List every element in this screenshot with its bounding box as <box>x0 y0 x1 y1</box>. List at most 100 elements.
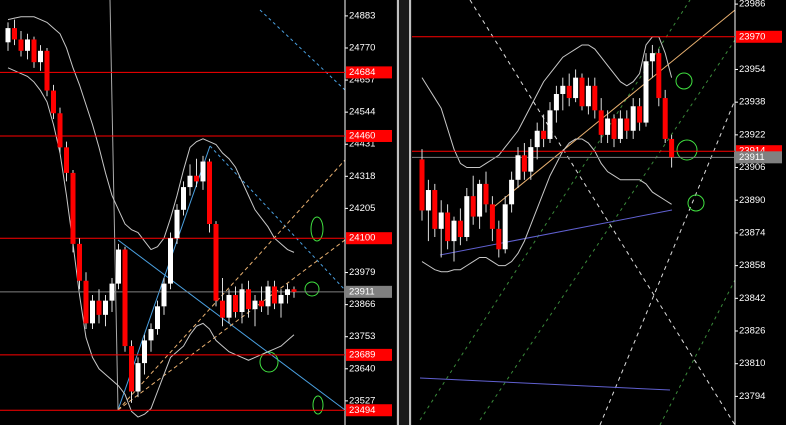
y-tick-label: 23753 <box>349 331 375 342</box>
y-tick-label: 24544 <box>349 107 375 118</box>
candle-body <box>109 283 115 301</box>
candle-body <box>566 85 572 99</box>
marker-circle <box>304 281 320 297</box>
marker-circle <box>687 194 705 212</box>
candle-body <box>116 249 121 284</box>
candle-body <box>598 110 604 135</box>
candle-body <box>252 300 258 310</box>
candle-body <box>464 196 470 238</box>
candle-body <box>432 190 438 229</box>
level-label-bg <box>346 66 392 79</box>
level-label-bg <box>346 404 392 417</box>
candle-body <box>451 220 457 242</box>
candle-body <box>168 238 173 284</box>
candle-body <box>611 118 617 139</box>
y-tick-label: 23874 <box>739 227 765 238</box>
current-price-bg <box>736 151 782 164</box>
candle-body <box>579 77 585 107</box>
y-tick-label: 24770 <box>349 42 375 53</box>
y-tick-label: 24318 <box>349 171 375 182</box>
fan-line <box>469 0 736 425</box>
trend-line <box>259 9 346 91</box>
current-price-label: 23911 <box>739 152 765 163</box>
current-price-label: 23911 <box>349 286 375 297</box>
candle-body <box>496 228 502 250</box>
marker-circle <box>675 72 693 90</box>
marker-circle <box>676 139 698 161</box>
candle-body <box>207 161 212 224</box>
candle-body <box>122 249 128 347</box>
candle-body <box>142 340 147 364</box>
y-tick-label: 23842 <box>739 293 765 304</box>
level-label: 23914 <box>739 146 765 157</box>
band-line <box>421 138 672 273</box>
candle-body <box>425 190 431 211</box>
candle-body <box>573 77 579 99</box>
y-tick-label: 23954 <box>739 64 765 75</box>
trend-line <box>209 145 346 291</box>
candle-body <box>12 28 17 40</box>
candle-body <box>662 98 668 139</box>
y-tick-label: 24883 <box>349 10 375 21</box>
y-tick-label: 23866 <box>349 299 375 310</box>
y-tick-label: 23890 <box>739 195 765 206</box>
candle-body <box>161 283 167 307</box>
level-label: 24460 <box>349 131 375 142</box>
candle-body <box>637 106 643 123</box>
candle-body <box>585 85 591 107</box>
band-line <box>421 36 673 169</box>
candle-body <box>656 53 662 99</box>
candle-body <box>90 300 95 324</box>
candle-body <box>605 118 611 135</box>
candle-body <box>534 130 540 148</box>
candle-body <box>51 90 56 114</box>
y-tick-label: 24205 <box>349 203 375 214</box>
y-tick-label: 23922 <box>739 129 765 140</box>
candle-body <box>135 363 141 392</box>
candle-body <box>226 294 232 318</box>
y-tick-label: 23858 <box>739 260 765 271</box>
candle-body <box>457 220 463 238</box>
candle-body <box>31 39 37 63</box>
level-label-bg <box>346 348 392 361</box>
candle-body <box>239 289 245 313</box>
candle-body <box>57 113 63 148</box>
candle-body <box>617 118 623 139</box>
y-tick-label: 24431 <box>349 139 375 150</box>
candle-body <box>630 106 636 131</box>
indicator-line <box>439 209 673 256</box>
candle-body <box>38 50 43 63</box>
level-label: 24684 <box>349 67 375 78</box>
candle-body <box>96 300 102 315</box>
candle-body <box>44 50 50 91</box>
y-tick-label: 23979 <box>349 267 375 278</box>
candle-body <box>148 329 154 341</box>
candle-body <box>246 289 251 310</box>
level-label: 23970 <box>739 31 765 42</box>
indicator-line <box>419 377 671 391</box>
candle-body <box>515 155 521 180</box>
band-line <box>7 67 295 418</box>
candle-body <box>553 93 559 111</box>
band-line <box>7 16 295 253</box>
fan-line <box>117 239 346 411</box>
y-tick-label: 23938 <box>739 97 765 108</box>
candle-body <box>489 204 495 229</box>
panel-divider <box>396 0 412 425</box>
marker-circle <box>259 351 279 373</box>
candle-body <box>509 179 515 205</box>
candle-body <box>220 300 225 318</box>
candle-body <box>5 28 11 43</box>
y-tick-label: 24657 <box>349 75 375 86</box>
candle-body <box>187 175 193 188</box>
y-tick-label: 23794 <box>739 391 765 402</box>
candle-body <box>265 286 271 307</box>
candle-body <box>438 212 444 229</box>
candle-body <box>477 183 483 217</box>
candle-body <box>70 172 76 244</box>
candle-body <box>155 306 160 330</box>
candle-body <box>233 294 238 313</box>
candle-body <box>445 212 451 242</box>
